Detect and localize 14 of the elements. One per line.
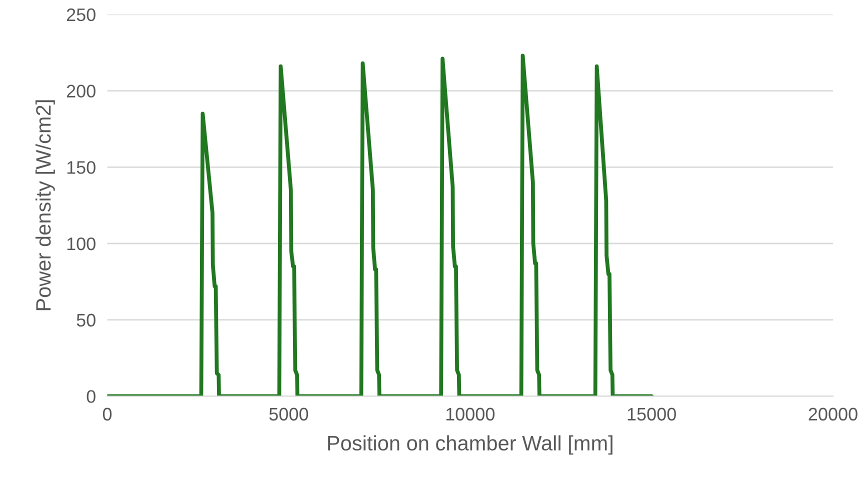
y-tick-label: 200 [66,84,96,98]
y-tick-label: 150 [67,161,96,174]
x-tick-label: 5000 [269,408,308,421]
y-tick-label: 0 [86,390,96,403]
x-tick-label: 20000 [808,408,858,421]
x-tick-label: 0 [102,408,112,421]
y-tick-label: 250 [66,8,96,22]
y-tick-label: 50 [76,314,96,327]
line-series [107,54,654,396]
x-axis-title: Position on chamber Wall [mm] [328,435,612,455]
y-axis-title: Power density [W/cm2] [35,100,55,310]
x-tick-label: 15000 [628,408,676,421]
x-tick-label: 10000 [446,408,495,421]
y-tick-label: 100 [67,237,96,250]
